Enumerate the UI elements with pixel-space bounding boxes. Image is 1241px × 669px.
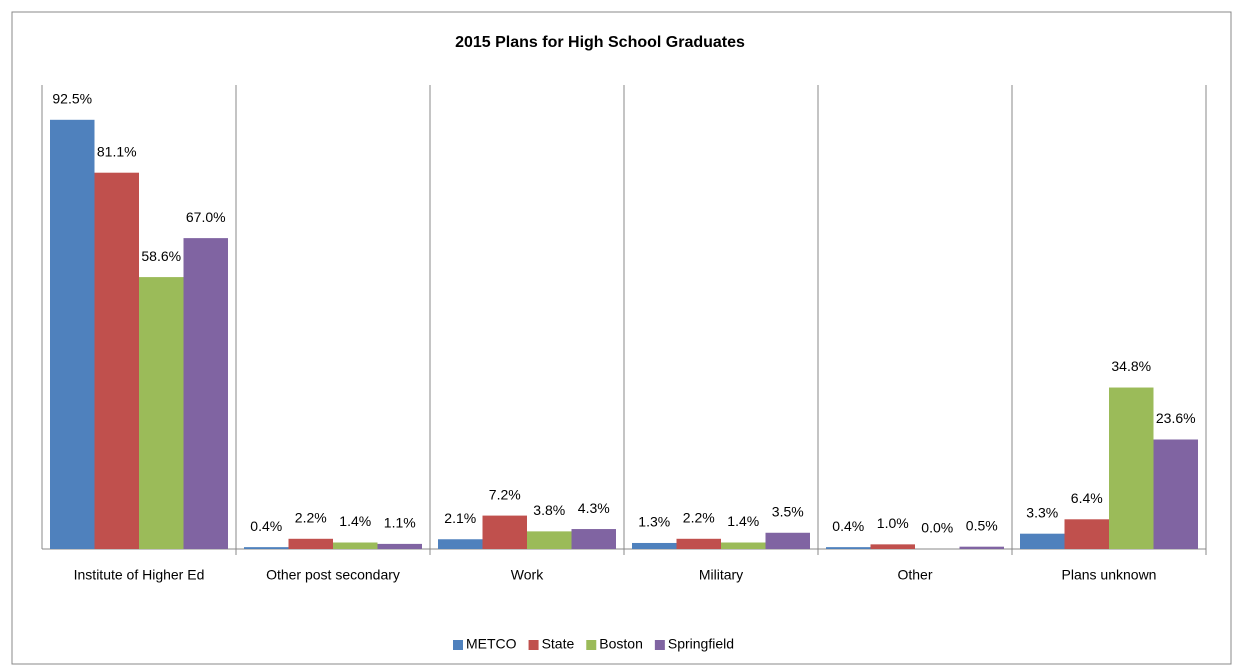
x-tick-label: Work bbox=[511, 567, 544, 583]
bar bbox=[1109, 387, 1154, 549]
data-label: 3.8% bbox=[533, 502, 565, 518]
data-label: 0.4% bbox=[250, 518, 282, 534]
legend-label: Boston bbox=[599, 636, 643, 652]
data-label: 2.2% bbox=[295, 509, 327, 525]
bar bbox=[527, 531, 572, 549]
legend-label: Springfield bbox=[668, 636, 734, 652]
data-label: 1.4% bbox=[727, 513, 759, 529]
bar bbox=[244, 547, 289, 549]
data-label: 1.4% bbox=[339, 513, 371, 529]
data-label: 67.0% bbox=[186, 209, 226, 225]
x-tick-label: Other post secondary bbox=[266, 567, 400, 583]
bar bbox=[50, 119, 95, 550]
bar bbox=[1020, 533, 1065, 549]
data-label: 81.1% bbox=[97, 143, 137, 159]
x-tick-label: Military bbox=[699, 567, 743, 583]
bar bbox=[826, 547, 871, 549]
bar bbox=[139, 277, 184, 549]
bar bbox=[183, 238, 228, 549]
data-label: 3.3% bbox=[1026, 504, 1058, 520]
data-label: 23.6% bbox=[1156, 410, 1196, 426]
legend-swatch bbox=[654, 640, 665, 650]
bar bbox=[721, 542, 766, 549]
bar bbox=[1153, 439, 1198, 549]
legend-swatch bbox=[453, 640, 463, 650]
data-label: 2.2% bbox=[683, 509, 715, 525]
bar bbox=[676, 538, 721, 549]
bar bbox=[377, 543, 422, 549]
data-label: 6.4% bbox=[1071, 490, 1103, 506]
legend-swatch bbox=[528, 640, 539, 650]
bar bbox=[765, 532, 810, 549]
bar bbox=[333, 542, 378, 549]
data-label: 1.0% bbox=[877, 515, 909, 531]
data-label: 1.1% bbox=[384, 515, 416, 531]
data-label: 0.4% bbox=[832, 518, 864, 534]
bar bbox=[571, 529, 616, 549]
bar bbox=[959, 546, 1004, 549]
data-label: 7.2% bbox=[489, 486, 521, 502]
x-tick-label: Other bbox=[897, 567, 932, 583]
data-label: 1.3% bbox=[638, 514, 670, 530]
data-label: 92.5% bbox=[52, 91, 92, 107]
legend-label: State bbox=[542, 636, 575, 652]
bar bbox=[288, 538, 333, 549]
data-label: 3.5% bbox=[772, 503, 804, 519]
chart-title: 2015 Plans for High School Graduates bbox=[455, 34, 745, 51]
x-tick-label: Institute of Higher Ed bbox=[74, 567, 205, 583]
bar bbox=[870, 544, 915, 549]
bar bbox=[1064, 519, 1109, 549]
x-tick-label: Plans unknown bbox=[1062, 567, 1157, 583]
bar bbox=[482, 515, 527, 549]
data-label: 58.6% bbox=[141, 248, 181, 264]
data-label: 2.1% bbox=[444, 510, 476, 526]
bar bbox=[94, 172, 139, 550]
data-label: 34.8% bbox=[1111, 358, 1151, 374]
legend-swatch bbox=[586, 640, 597, 650]
legend-label: METCO bbox=[466, 636, 517, 652]
bar bbox=[438, 539, 483, 549]
data-label: 0.5% bbox=[966, 517, 998, 533]
data-label: 4.3% bbox=[578, 500, 610, 516]
bar bbox=[632, 542, 677, 549]
data-label: 0.0% bbox=[921, 520, 953, 536]
